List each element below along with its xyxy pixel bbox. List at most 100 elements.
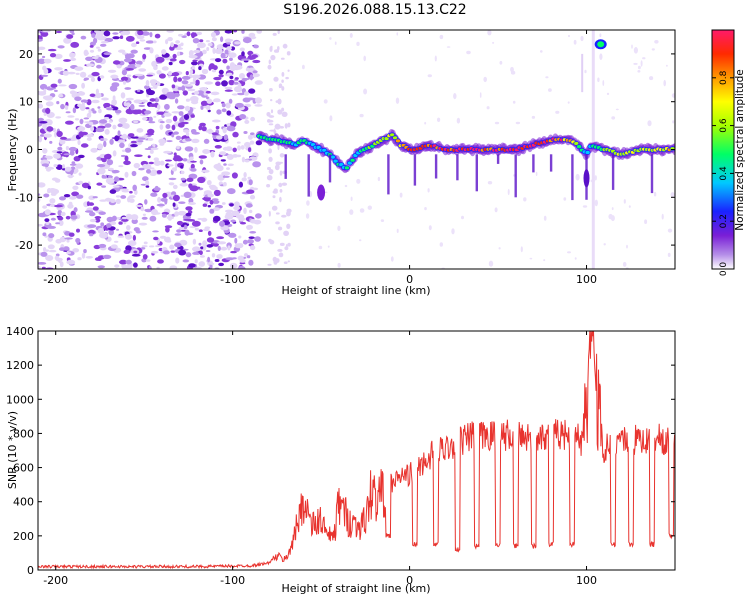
noise-speckle [206, 96, 210, 100]
noise-speckle [44, 209, 51, 216]
noise-speckle [124, 155, 129, 162]
noise-speckle [130, 214, 139, 221]
noise-speckle [268, 169, 274, 175]
noise-speckle [86, 99, 92, 106]
noise-speckle [271, 205, 278, 211]
noise-speckle [38, 197, 41, 202]
noise-speckle [202, 240, 208, 247]
noise-speckle [63, 194, 71, 198]
noise-speckle [67, 115, 75, 118]
noise-speckle [663, 79, 666, 87]
noise-speckle [337, 262, 341, 268]
noise-speckle [190, 163, 195, 170]
noise-speckle [149, 103, 157, 107]
noise-speckle [249, 245, 256, 251]
ridge-peak [322, 148, 327, 152]
noise-speckle [274, 49, 278, 53]
noise-speckle [67, 203, 74, 209]
noise-speckle [359, 208, 365, 213]
noise-speckle [439, 242, 443, 247]
noise-speckle [75, 163, 84, 169]
noise-speckle [249, 231, 257, 234]
noise-speckle [119, 142, 125, 149]
ridge-peak [395, 139, 401, 143]
noise-speckle [653, 191, 657, 197]
noise-speckle [217, 241, 227, 245]
noise-speckle [654, 40, 659, 44]
noise-speckle [231, 210, 240, 217]
noise-speckle [273, 128, 276, 135]
noise-speckle [138, 222, 148, 226]
noise-speckle [81, 82, 85, 89]
noise-speckle [185, 252, 192, 258]
noise-speckle [125, 233, 132, 240]
x-tick-label: -200 [43, 273, 68, 286]
noise-speckle [78, 180, 84, 185]
noise-speckle [152, 40, 157, 44]
noise-speckle [78, 172, 82, 176]
noise-speckle [661, 213, 664, 220]
noise-speckle [268, 59, 271, 65]
noise-speckle [196, 31, 203, 36]
noise-speckle [125, 213, 133, 220]
noise-speckle [213, 189, 221, 197]
noise-speckle [91, 108, 95, 112]
noise-speckle [105, 177, 115, 184]
noise-speckle [239, 73, 245, 79]
noise-speckle [327, 245, 330, 248]
noise-speckle [266, 184, 271, 188]
noise-speckle [113, 176, 120, 183]
noise-speckle [54, 89, 58, 92]
noise-speckle [117, 235, 125, 238]
noise-speckle [197, 42, 206, 49]
noise-speckle [594, 199, 598, 207]
snr-panel: -200 -100 0 100 0 200 400 600 800 1000 1200 1400 H… [6, 325, 676, 595]
noise-speckle [75, 72, 80, 75]
noise-speckle [40, 134, 45, 137]
noise-speckle [250, 116, 256, 122]
noise-speckle [129, 198, 135, 203]
noise-speckle [103, 116, 110, 120]
noise-speckle [166, 91, 175, 97]
noise-speckle [127, 240, 137, 247]
noise-speckle [128, 133, 135, 138]
noise-speckle [38, 182, 46, 188]
noise-speckle [125, 68, 134, 71]
noise-speckle [251, 73, 260, 78]
noise-speckle [396, 228, 399, 233]
noise-speckle [90, 147, 98, 153]
noise-speckle [667, 228, 673, 233]
noise-speckle [199, 87, 208, 91]
noise-speckle [238, 181, 243, 188]
noise-speckle [78, 131, 84, 138]
noise-speckle [38, 262, 47, 265]
ridge-peak [339, 163, 344, 167]
noise-speckle [567, 251, 571, 254]
noise-speckle [232, 147, 237, 153]
noise-speckle [95, 127, 105, 133]
noise-speckle [216, 254, 223, 259]
noise-speckle [100, 43, 107, 47]
noise-speckle [45, 107, 51, 114]
noise-speckle [130, 103, 135, 111]
noise-speckle [68, 232, 75, 237]
noise-speckle [633, 62, 638, 65]
noise-speckle [277, 248, 283, 252]
noise-speckle [92, 206, 99, 211]
noise-speckle [163, 112, 172, 117]
noise-speckle [228, 57, 233, 61]
noise-speckle [58, 94, 64, 98]
noise-speckle [112, 124, 117, 130]
noise-speckle [247, 239, 254, 244]
noise-speckle [117, 130, 121, 137]
noise-speckle [185, 212, 192, 217]
noise-speckle [69, 196, 77, 200]
noise-speckle [279, 196, 282, 203]
noise-speckle [112, 95, 116, 101]
noise-speckle [637, 70, 641, 73]
noise-speckle [214, 145, 222, 149]
noise-speckle [50, 83, 58, 88]
noise-speckle [149, 215, 157, 222]
noise-speckle [200, 105, 204, 110]
noise-speckle [672, 120, 675, 124]
